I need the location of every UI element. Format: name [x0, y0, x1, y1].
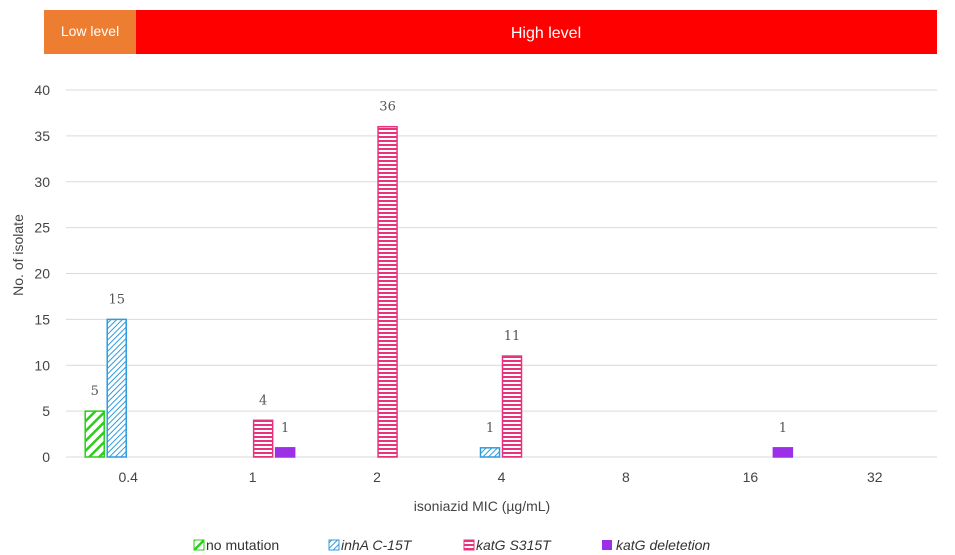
x-tick-label: 0.4	[118, 469, 138, 485]
data-label-inha-c-15t: 1	[486, 421, 494, 436]
data-label-katg-deletetion: 1	[281, 421, 289, 436]
low-level-band	[44, 10, 136, 54]
y-tick-label: 15	[34, 311, 50, 327]
high-level-label: High level	[511, 25, 581, 42]
legend-label-no-mutation: no mutation	[206, 537, 279, 553]
x-tick-label: 4	[498, 469, 506, 485]
low-level-label: Low level	[61, 23, 119, 39]
legend-item-katg-deletion: katG deletetion	[602, 537, 710, 553]
legend-item-no-mutation: no mutation	[193, 537, 279, 553]
bar-katg-deletetion	[274, 447, 296, 458]
y-tick-label: 40	[34, 82, 50, 98]
legend-label-katg-s315t: katG S315T	[476, 537, 552, 553]
legend-item-inha: inhA C-15T	[328, 537, 413, 553]
x-tick-label: 32	[867, 469, 883, 485]
legend-swatch-inha	[328, 539, 340, 551]
x-axis-title: isoniazid MIC (µg/mL)	[414, 498, 550, 514]
data-label-no-mutation: 5	[91, 384, 99, 399]
bar-katg-s315t	[252, 419, 274, 458]
y-tick-label: 20	[34, 266, 50, 282]
y-tick-label: 10	[34, 357, 50, 373]
high-level-band	[136, 10, 937, 54]
x-tick-label: 16	[743, 469, 759, 485]
level-bands: Low level High level	[44, 10, 937, 54]
x-tick-label: 8	[622, 469, 630, 485]
bar-no-mutation	[84, 410, 105, 458]
legend-label-inha: inhA C-15T	[341, 537, 413, 553]
x-tick-label: 2	[373, 469, 381, 485]
data-label-katg-s315t: 36	[379, 100, 396, 115]
data-label-katg-s315t: 11	[504, 329, 521, 344]
y-tick-label: 30	[34, 174, 50, 190]
legend: no mutation inhA C-15T katG S315T katG d…	[193, 537, 710, 553]
bar-katg-deletetion	[772, 447, 794, 458]
y-tick-label: 5	[42, 403, 50, 419]
data-label-katg-s315t: 4	[259, 393, 267, 408]
data-label-katg-deletetion: 1	[779, 421, 787, 436]
bar-inha-c-15t	[106, 318, 127, 458]
legend-label-katg-deletion: katG deletetion	[616, 537, 710, 553]
gridlines	[66, 89, 937, 458]
data-label-inha-c-15t: 15	[108, 292, 125, 307]
y-axis-title: No. of isolate	[10, 214, 26, 296]
bar-katg-s315t	[501, 355, 523, 458]
legend-swatch-no-mutation	[193, 539, 205, 551]
bar-katg-s315t	[377, 125, 398, 458]
legend-item-katg-s315t: katG S315T	[463, 537, 552, 553]
legend-swatch-katg-deletion	[602, 540, 612, 550]
y-tick-label: 25	[34, 220, 50, 236]
x-tick-labels: 0.4 1 2 4 8 16 32	[118, 469, 882, 485]
y-tick-labels: 0 5 10 15 20 25 30 35 40	[34, 82, 50, 465]
bar-inha-c-15t	[479, 447, 501, 458]
y-tick-label: 0	[42, 449, 50, 465]
bars	[84, 125, 794, 458]
x-tick-label: 1	[249, 469, 257, 485]
legend-swatch-katg-s315t	[463, 539, 475, 551]
y-tick-label: 35	[34, 128, 50, 144]
